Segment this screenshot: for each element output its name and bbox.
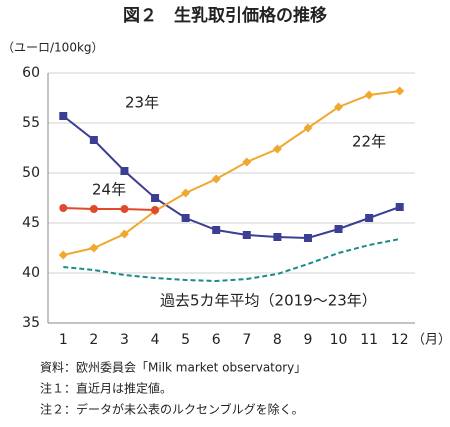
marker [151,206,160,214]
marker [395,203,404,211]
series-line [63,207,156,211]
note: 注１：直近月は推定値。 [40,381,172,396]
series-label: 23年 [125,94,159,112]
x-tick-label: 12 [391,332,409,348]
marker [303,234,312,242]
x-tick-label: 5 [181,332,190,348]
marker [212,226,221,234]
marker [181,214,190,222]
marker [364,90,374,100]
marker [242,157,252,167]
y-axis-label: （ユーロ/100kg） [2,41,104,55]
note: 注２：データが未公表のルクセンブルグを除く。 [40,402,304,417]
x-tick-label: 4 [151,332,160,348]
marker [120,167,129,175]
marker [59,112,68,120]
marker [89,243,99,253]
x-tick-label: 2 [89,332,98,348]
marker [395,86,405,96]
x-tick-label: 9 [303,332,312,348]
y-tick-label: 45 [22,215,40,231]
series-line [62,115,401,240]
marker [211,174,221,184]
y-tick-label: 35 [22,315,40,331]
marker [272,144,282,154]
marker [58,250,68,260]
series-label: 過去5カ年平均（2019～23年） [160,292,377,310]
marker [59,204,68,212]
marker [120,205,129,213]
chart-title: 図２ 生乳取引価格の推移 [123,5,327,26]
marker [242,231,251,239]
marker [334,225,343,233]
x-tick-label: 7 [242,332,251,348]
series-line [63,90,400,256]
x-tick-label: 3 [120,332,129,348]
x-tick-label: 1 [59,332,68,348]
x-axis-label: （月） [412,333,450,348]
x-tick-label: 8 [273,332,282,348]
y-tick-label: 50 [22,165,40,181]
series-line [63,238,400,283]
x-tick-label: 11 [360,332,378,348]
marker [303,123,313,133]
note: 資料：欧州委員会「Milk market observatory」 [40,361,306,375]
y-tick-label: 40 [22,265,40,281]
y-tick-label: 55 [22,115,40,131]
marker [119,229,129,239]
marker [89,136,98,144]
marker [273,233,282,241]
y-tick-label: 60 [22,65,40,81]
marker [151,194,160,202]
marker [181,188,191,198]
x-tick-label: 10 [330,332,348,348]
series-label: 24年 [92,181,126,199]
x-tick-label: 6 [212,332,221,348]
marker [334,102,344,112]
marker [365,214,374,222]
series-label: 22年 [352,133,386,151]
marker [89,205,98,213]
